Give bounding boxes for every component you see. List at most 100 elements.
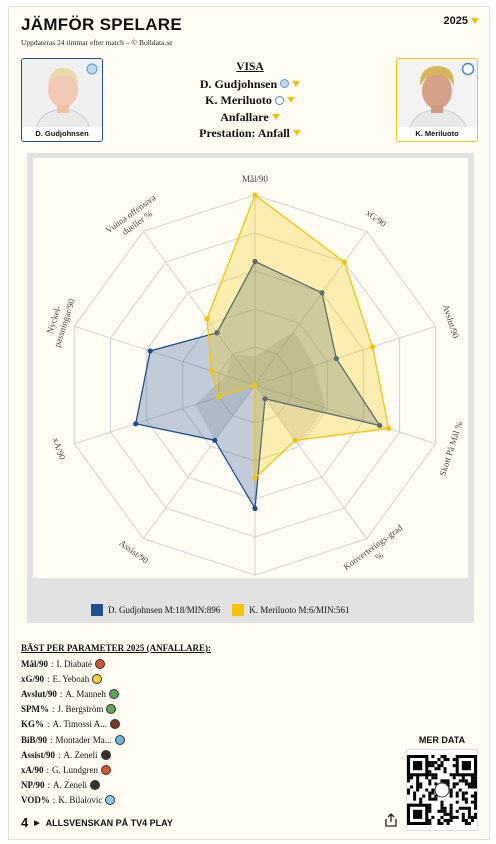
qr-module [443, 779, 447, 783]
grid-spoke [142, 230, 256, 386]
select-position-label: Anfallare [220, 109, 269, 124]
series-point [262, 396, 268, 402]
qr-module [464, 800, 468, 804]
best-player: K. Bilalovic [58, 795, 103, 806]
qr-module [467, 782, 471, 786]
qr-module [410, 776, 414, 780]
qr-code[interactable] [406, 749, 478, 831]
select-position[interactable]: Anfallare [129, 109, 371, 126]
qr-module [461, 779, 465, 783]
qr-module [473, 782, 477, 786]
series-point [133, 421, 139, 427]
qr-label: MER DATA [418, 735, 466, 745]
radar-chart-frame: Mål/90 xG/90 Avslut/90 Skott På Mål % Konver… [27, 153, 474, 623]
qr-module [452, 776, 456, 780]
footer-link[interactable]: 4 ▶ ALLSVENSKAN PÅ TV4 PLAY [21, 815, 173, 830]
best-separator: : [47, 719, 50, 730]
series-point [333, 355, 339, 362]
qr-module [437, 764, 441, 768]
axis-label: xA/90 [51, 436, 68, 461]
share-icon[interactable] [385, 813, 397, 827]
qr-module [461, 776, 465, 780]
qr-module [473, 800, 477, 804]
qr-module [464, 806, 468, 810]
qr-module [440, 815, 444, 819]
qr-module [446, 821, 450, 825]
qr-module [470, 779, 474, 783]
best-row[interactable]: KG%: A. Timossi A... [21, 717, 211, 732]
qr-module [452, 815, 456, 819]
qr-module [467, 809, 471, 813]
qr-module [455, 791, 459, 795]
series-point [386, 425, 392, 432]
best-row[interactable]: Assist/90: A. Zeneli [21, 747, 211, 762]
qr-module [434, 776, 438, 780]
qr-module [413, 794, 417, 798]
qr-module [431, 755, 435, 759]
best-row[interactable]: Mål/90: I. Diabaté [21, 656, 211, 671]
qr-module [437, 809, 441, 813]
qr-module [428, 779, 432, 783]
qr-module [446, 758, 450, 762]
qr-module [419, 782, 423, 786]
best-param: BiB/90 [21, 734, 48, 745]
player-card-left[interactable]: D. Gudjohnsen [21, 58, 103, 142]
qr-module [470, 815, 474, 819]
legend-item-series-2[interactable]: K. Meriluoto M:6/MIN:561 [232, 604, 350, 616]
best-row[interactable]: Avslut/90: A. Manneh [21, 686, 211, 701]
year-select[interactable]: 2025 [444, 15, 479, 27]
qr-module [464, 797, 468, 801]
legend-item-series-1[interactable]: D. Gudjohnsen M:18/MIN:896 [91, 604, 220, 616]
select-player-1[interactable]: D. Gudjohnsen [129, 76, 371, 93]
select-player-2[interactable]: K. Meriluoto [129, 92, 371, 109]
qr-module [461, 815, 465, 819]
series-point [147, 348, 153, 354]
best-param: KG% [21, 719, 45, 730]
qr-module [437, 821, 441, 825]
best-row[interactable]: xG/90: E. Yeboah [21, 671, 211, 686]
qr-module [449, 809, 453, 813]
club-badge-icon [100, 749, 111, 760]
qr-module [440, 764, 444, 768]
qr-module [419, 785, 423, 789]
qr-module [449, 788, 453, 792]
qr-module [434, 782, 438, 786]
select-player-2-label: K. Meriluoto [205, 93, 272, 107]
qr-module [461, 794, 465, 798]
qr-module [446, 779, 450, 783]
best-player: A. Zeneli [63, 749, 98, 760]
qr-module [467, 815, 471, 819]
qr-module [473, 779, 477, 783]
qr-module [449, 812, 453, 816]
player-card-right[interactable]: K. Meriluoto [396, 58, 478, 142]
page-title: JÄMFÖR SPELARE [21, 15, 182, 34]
club-badge-icon [106, 704, 117, 715]
axis-label: xG/90 [364, 208, 388, 230]
select-prestation[interactable]: Prestation: Anfall [129, 125, 371, 142]
qr-module [443, 770, 447, 774]
legend-swatch-yellow [232, 604, 245, 616]
best-player: G. Lundgren [52, 764, 99, 775]
select-prestation-label: Prestation: Anfall [199, 126, 290, 140]
series-point [341, 259, 347, 265]
grid-spoke [254, 230, 368, 386]
select-player-1-label: D. Gudjohnsen [199, 76, 278, 91]
legend-swatch-blue [91, 604, 103, 616]
best-row[interactable]: VOD%: K. Bilalovic [21, 793, 211, 808]
best-row[interactable]: NP/90: A. Zeneli [21, 778, 211, 793]
axis-label: Konverterings-grad% [341, 522, 411, 578]
chart-legend: D. Gudjohnsen M:18/MIN:896 K. Meriluoto … [91, 604, 350, 616]
best-row[interactable]: SPM%: J. Bergström [21, 702, 211, 717]
best-row[interactable]: xA/90: G. Lundgren [21, 762, 211, 777]
club-badge-icon [105, 795, 116, 806]
best-separator: : [46, 764, 50, 775]
qr-module [470, 800, 474, 804]
best-row[interactable]: BiB/90: Montader Ma... [21, 732, 211, 747]
qr-module [449, 815, 453, 819]
radar-chart: Mål/90 xG/90 Avslut/90 Skott På Mål % Konver… [45, 174, 465, 602]
qr-module [470, 794, 474, 798]
tv4-logo-icon: 4 [21, 815, 29, 830]
qr-module [473, 806, 477, 810]
qr-module [440, 803, 444, 807]
best-player: I. Diabaté [56, 658, 92, 669]
